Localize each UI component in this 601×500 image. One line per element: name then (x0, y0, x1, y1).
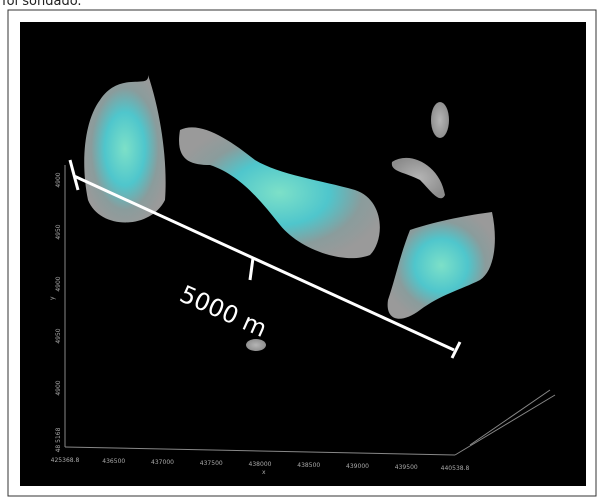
body (246, 339, 266, 351)
y-tick-label: 4900 (55, 276, 62, 291)
body (387, 212, 495, 319)
body (179, 127, 380, 259)
x-tick-label: 439000 (346, 463, 369, 470)
x-tick-label: 438000 (249, 461, 272, 468)
x-tick-label: 437500 (200, 460, 223, 467)
body (84, 75, 166, 223)
body (431, 102, 449, 138)
y-ticks: 48 5168 4900 4950 4900 4950 4900 (55, 172, 62, 452)
axis-box (64, 165, 556, 456)
x-tick-label: 438500 (297, 462, 320, 469)
x-tick-label: 436500 (102, 458, 125, 465)
x-axis-label: x (262, 469, 266, 476)
y-tick-label: 4950 (55, 224, 62, 239)
scale-bar (68, 159, 462, 359)
y-tick-label: 4950 (55, 328, 62, 343)
y-tick-label: 4900 (55, 380, 62, 395)
y-tick-label: 4900 (55, 172, 62, 187)
y-axis-label: y (49, 296, 56, 300)
render-area (20, 22, 586, 486)
body (391, 157, 445, 199)
x-tick-label: 437000 (151, 459, 174, 466)
caption-fragment: foi sondado. (2, 0, 82, 9)
y-tick-label: 48 5168 (55, 427, 62, 452)
x-tick-label: 440538.8 (441, 465, 470, 472)
x-tick-label: 425368.8 (51, 457, 80, 464)
ore-bodies (84, 75, 495, 351)
x-tick-label: 439500 (395, 464, 418, 471)
x-ticks: 425368.8 436500 437000 437500 438000 438500 43… (51, 457, 470, 472)
